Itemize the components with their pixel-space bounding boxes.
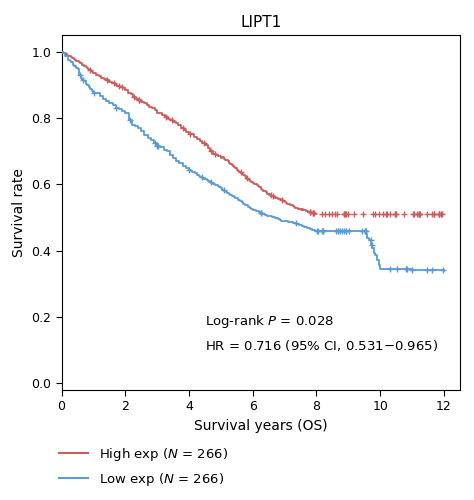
- Legend: High exp ($N$ = 266), Low exp ($N$ = 266): High exp ($N$ = 266), Low exp ($N$ = 266…: [54, 441, 233, 494]
- Text: Log-rank $P$ = 0.028: Log-rank $P$ = 0.028: [205, 314, 334, 330]
- X-axis label: Survival years (OS): Survival years (OS): [194, 419, 328, 433]
- Y-axis label: Survival rate: Survival rate: [12, 168, 26, 257]
- Title: LIPT1: LIPT1: [240, 14, 282, 30]
- Text: HR = 0.716 (95% CI, 0.531$-$0.965): HR = 0.716 (95% CI, 0.531$-$0.965): [205, 338, 438, 352]
